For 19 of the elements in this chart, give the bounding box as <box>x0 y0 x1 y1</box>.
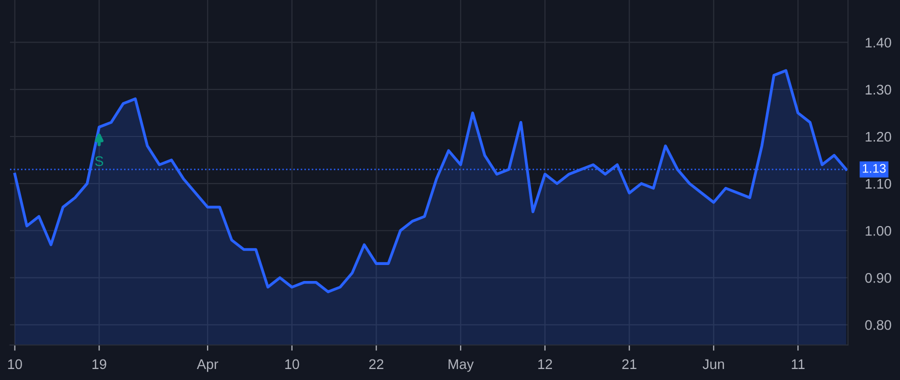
x-tick-label: 21 <box>622 359 636 369</box>
ref-line-label: 1.13 <box>862 164 886 173</box>
y-tick-label: 1.20 <box>866 132 892 142</box>
y-tick-label: 1.40 <box>866 38 892 48</box>
x-tick-label: Apr <box>196 359 218 372</box>
x-tick-label: Jun <box>702 359 724 370</box>
x-tick-label: 19 <box>92 359 106 370</box>
y-tick-label: 1.30 <box>866 84 892 95</box>
y-tick-label: 0.90 <box>865 273 892 283</box>
y-tick-label: 1.00 <box>866 226 892 236</box>
annotation: S <box>95 156 104 166</box>
x-tick-label: 10 <box>8 359 22 370</box>
x-tick-label: 10 <box>285 359 300 370</box>
x-tick-label: 22 <box>369 359 384 369</box>
x-tick-label: May <box>448 359 474 372</box>
x-tick-label: 11 <box>792 359 805 369</box>
y-tick-label: 1.10 <box>866 178 892 189</box>
y-tick-label: 0.80 <box>865 320 892 330</box>
x-tick-label: 12 <box>538 359 552 369</box>
